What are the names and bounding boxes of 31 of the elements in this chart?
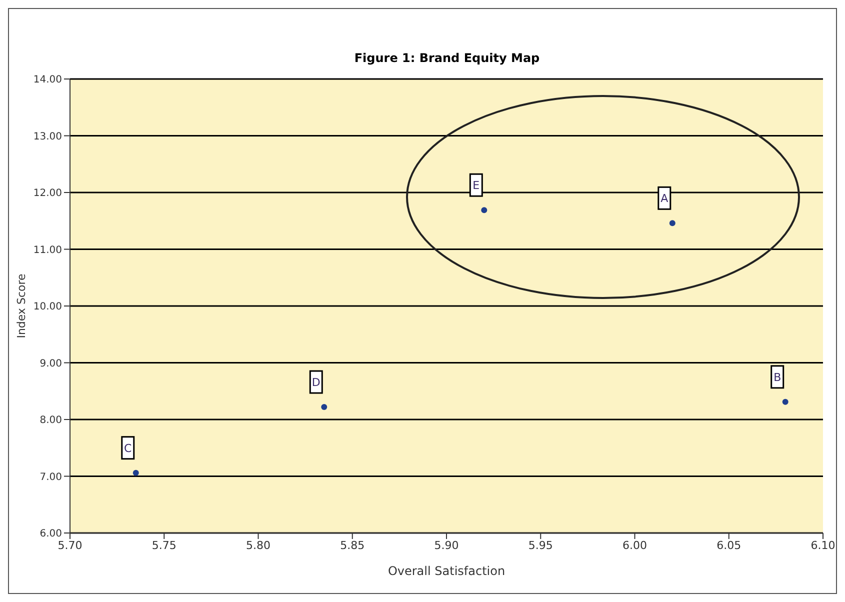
annotation: B <box>774 370 782 384</box>
y-tick-label: 7.00 <box>40 472 62 483</box>
x-tick-label: 5.70 <box>58 538 82 552</box>
point <box>782 398 788 405</box>
chart-title: Figure 1: Brand Equity Map <box>353 51 541 65</box>
x-axis-title: Overall Satisfaction <box>388 564 506 578</box>
y-axis-title: Index Score <box>15 273 28 338</box>
x-tick-label: 5.80 <box>246 538 270 552</box>
annotation: A <box>660 192 669 206</box>
y-tick-label: 10.00 <box>33 302 62 313</box>
x-tick-label: 6.05 <box>716 538 742 552</box>
y-tick-label: 9.00 <box>40 358 62 370</box>
annotation: E <box>472 179 480 192</box>
y-tick-label: 11.00 <box>33 244 62 256</box>
annotation: D <box>312 376 320 390</box>
x-tick-label: 5.95 <box>528 538 553 552</box>
x-tick-label: 6.10 <box>810 538 836 552</box>
point <box>321 404 328 410</box>
y-tick-label: 6.00 <box>40 528 62 540</box>
y-tick-label: 12.00 <box>33 188 62 200</box>
x-tick-label: 5.75 <box>152 538 176 552</box>
x-tick-label: 5.90 <box>434 538 459 552</box>
x-tick-label: 6.00 <box>622 538 647 552</box>
y-tick-label: 8.00 <box>40 415 62 426</box>
point <box>669 220 676 226</box>
y-tick-label: 14.00 <box>33 74 62 86</box>
point <box>132 470 139 476</box>
y-tick-label: 13.00 <box>33 131 62 142</box>
point <box>481 207 488 214</box>
annotation: C <box>124 442 132 455</box>
x-tick-label: 5.85 <box>340 538 365 552</box>
